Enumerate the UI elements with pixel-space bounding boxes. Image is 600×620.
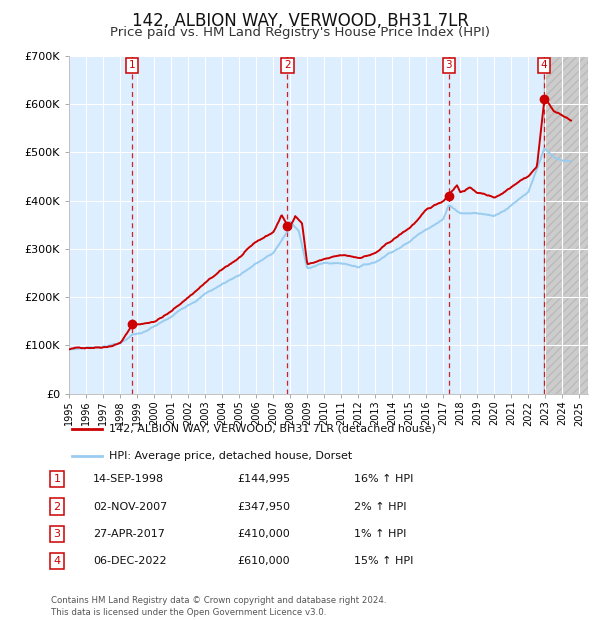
Text: 27-APR-2017: 27-APR-2017 <box>93 529 165 539</box>
Text: £410,000: £410,000 <box>237 529 290 539</box>
Text: 1% ↑ HPI: 1% ↑ HPI <box>354 529 406 539</box>
Bar <box>544 56 588 394</box>
Text: HPI: Average price, detached house, Dorset: HPI: Average price, detached house, Dors… <box>109 451 352 461</box>
Text: 1: 1 <box>53 474 61 484</box>
Text: Price paid vs. HM Land Registry's House Price Index (HPI): Price paid vs. HM Land Registry's House … <box>110 26 490 39</box>
Text: Contains HM Land Registry data © Crown copyright and database right 2024.
This d: Contains HM Land Registry data © Crown c… <box>51 596 386 617</box>
Text: 4: 4 <box>53 556 61 566</box>
Text: 16% ↑ HPI: 16% ↑ HPI <box>354 474 413 484</box>
Text: 2: 2 <box>53 502 61 512</box>
Text: £347,950: £347,950 <box>237 502 290 512</box>
Bar <box>544 56 588 394</box>
Text: 4: 4 <box>541 61 547 71</box>
Text: 15% ↑ HPI: 15% ↑ HPI <box>354 556 413 566</box>
Text: 142, ALBION WAY, VERWOOD, BH31 7LR: 142, ALBION WAY, VERWOOD, BH31 7LR <box>131 12 469 30</box>
Text: 14-SEP-1998: 14-SEP-1998 <box>93 474 164 484</box>
Text: £144,995: £144,995 <box>237 474 290 484</box>
Text: 02-NOV-2007: 02-NOV-2007 <box>93 502 167 512</box>
Text: 3: 3 <box>445 61 452 71</box>
Text: 06-DEC-2022: 06-DEC-2022 <box>93 556 167 566</box>
Text: 2% ↑ HPI: 2% ↑ HPI <box>354 502 407 512</box>
Text: £610,000: £610,000 <box>237 556 290 566</box>
Text: 3: 3 <box>53 529 61 539</box>
Text: 1: 1 <box>129 61 136 71</box>
Text: 142, ALBION WAY, VERWOOD, BH31 7LR (detached house): 142, ALBION WAY, VERWOOD, BH31 7LR (deta… <box>109 424 436 434</box>
Text: 2: 2 <box>284 61 291 71</box>
